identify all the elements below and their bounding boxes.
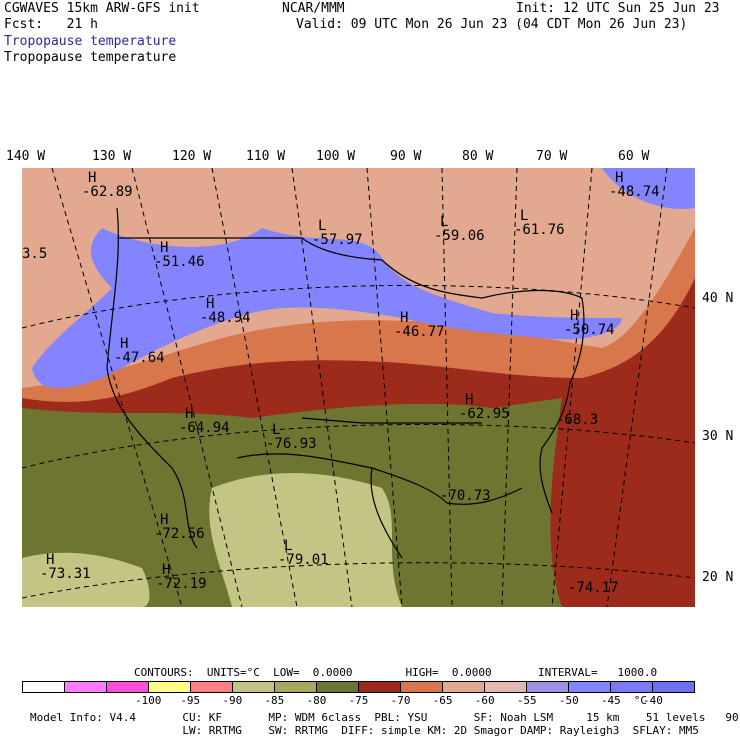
color-scale-tick: -40	[643, 694, 663, 707]
longitude-label: 140 W	[6, 149, 46, 164]
longitude-label: 70 W	[536, 149, 568, 164]
model-info-line1: Model Info: V4.4 CU: KF MP: WDM 6class P…	[30, 711, 740, 724]
color-scale-tick: -90	[222, 694, 243, 707]
high-center-marker: H	[465, 392, 474, 408]
longitude-label: 110 W	[246, 149, 286, 164]
field-light-olive	[209, 473, 402, 607]
color-scale-swatch	[191, 682, 233, 692]
color-scale-swatch	[653, 682, 694, 692]
high-center-marker: H	[88, 170, 97, 186]
center-value-label: -76.93	[266, 436, 317, 452]
color-scale-swatch	[23, 682, 65, 692]
latitude-label: 40 N	[702, 291, 734, 306]
color-scale-tick: -95	[180, 694, 201, 707]
color-scale-tick: -80	[306, 694, 327, 707]
color-scale-tick: -60	[474, 694, 495, 707]
high-center-marker: H	[120, 336, 129, 352]
center-value-label: -62.95	[459, 406, 510, 422]
color-scale-swatch	[401, 682, 443, 692]
low-center-marker: L	[440, 214, 449, 230]
contours-info: CONTOURS: UNITS=°C LOW= 0.0000 HIGH= 0.0…	[134, 666, 658, 679]
color-scale-tick: -50	[558, 694, 579, 707]
center-value-label: 3.5	[22, 246, 48, 262]
color-scale-tick: -65	[432, 694, 453, 707]
model-title: CGWAVES 15km ARW-GFS init	[4, 1, 200, 16]
field-blue	[32, 228, 622, 389]
latitude-label: 30 N	[702, 429, 734, 444]
color-scale-swatch	[527, 682, 569, 692]
color-scale-swatch	[149, 682, 191, 692]
low-center-marker: L	[284, 538, 293, 554]
color-scale-swatch	[65, 682, 107, 692]
color-scale-swatch	[275, 682, 317, 692]
color-scale-swatch	[485, 682, 527, 692]
organization: NCAR/MMM	[282, 1, 345, 16]
color-scale-swatch	[359, 682, 401, 692]
model-info-line2: LW: RRTMG SW: RRTMG DIFF: simple KM: 2D …	[30, 724, 699, 737]
center-value-label: -64.94	[179, 420, 230, 436]
center-value-label: -57.97	[312, 232, 363, 248]
color-scale-swatch	[569, 682, 611, 692]
center-value-label: -70.73	[440, 488, 491, 504]
high-center-marker: H	[185, 406, 194, 422]
high-center-marker: H	[162, 562, 171, 578]
center-value-label: -48.74	[609, 184, 660, 200]
high-center-marker: H	[160, 512, 169, 528]
color-scale-swatch	[107, 682, 149, 692]
color-scale-swatch	[611, 682, 653, 692]
low-center-marker: L	[520, 208, 529, 224]
high-center-marker: H	[570, 308, 579, 324]
longitude-label: 90 W	[390, 149, 422, 164]
longitude-label: 130 W	[92, 149, 132, 164]
high-center-marker: H	[46, 552, 55, 568]
field-blue-ne	[602, 168, 695, 209]
longitude-label: 60 W	[618, 149, 650, 164]
longitude-label: 120 W	[172, 149, 212, 164]
center-value-label: -73.31	[40, 566, 91, 582]
color-scale-tick: -100	[134, 694, 162, 707]
center-value-label: -72.19	[156, 576, 207, 592]
color-scale-bar	[22, 681, 695, 693]
high-center-marker: H	[206, 296, 215, 312]
high-center-marker: H	[160, 240, 169, 256]
center-value-label: -61.76	[514, 222, 565, 238]
color-scale-tick: -45	[600, 694, 621, 707]
color-scale-tick: °C	[633, 694, 647, 707]
color-scale-swatch	[317, 682, 359, 692]
center-value-label: -79.01	[278, 552, 329, 568]
center-value-label: -47.64	[114, 350, 165, 366]
color-scale-swatch	[443, 682, 485, 692]
color-scale-tick: -55	[516, 694, 537, 707]
longitude-label: 100 W	[316, 149, 356, 164]
center-value-label: -72.56	[154, 526, 205, 542]
low-center-marker: L	[272, 422, 281, 438]
field-title-1: Tropopause temperature	[4, 34, 177, 49]
coastlines	[106, 207, 585, 559]
color-scale-swatch	[233, 682, 275, 692]
field-title-2: Tropopause temperature	[4, 50, 177, 65]
init-time: Init: 12 UTC Sun 25 Jun 23	[516, 1, 720, 16]
color-scale-tick: -85	[264, 694, 285, 707]
high-center-marker: H	[400, 310, 409, 326]
center-value-label: -59.06	[434, 228, 485, 244]
low-center-marker: L	[318, 218, 327, 234]
latitude-label: 20 N	[702, 570, 734, 585]
center-value-label: -46.77	[394, 324, 445, 340]
graticule	[22, 168, 695, 607]
center-value-label: -48.94	[200, 310, 251, 326]
longitude-label: 80 W	[462, 149, 494, 164]
center-value-label: -51.46	[154, 254, 205, 270]
center-value-label: -68.3	[556, 412, 599, 428]
tropopause-temperature-map	[22, 168, 695, 607]
color-scale-tick: -70	[390, 694, 411, 707]
color-scale-tick: -75	[348, 694, 369, 707]
center-value-label: -62.89	[82, 184, 133, 200]
center-value-label: -74.17	[568, 580, 619, 596]
forecast-hour: Fcst: 21 h	[4, 17, 98, 32]
field-light-olive-sw	[22, 552, 150, 607]
valid-time: Valid: 09 UTC Mon 26 Jun 23 (04 CDT Mon …	[296, 17, 688, 32]
center-value-label: -50.74	[564, 322, 615, 338]
high-center-marker: H	[615, 170, 624, 186]
